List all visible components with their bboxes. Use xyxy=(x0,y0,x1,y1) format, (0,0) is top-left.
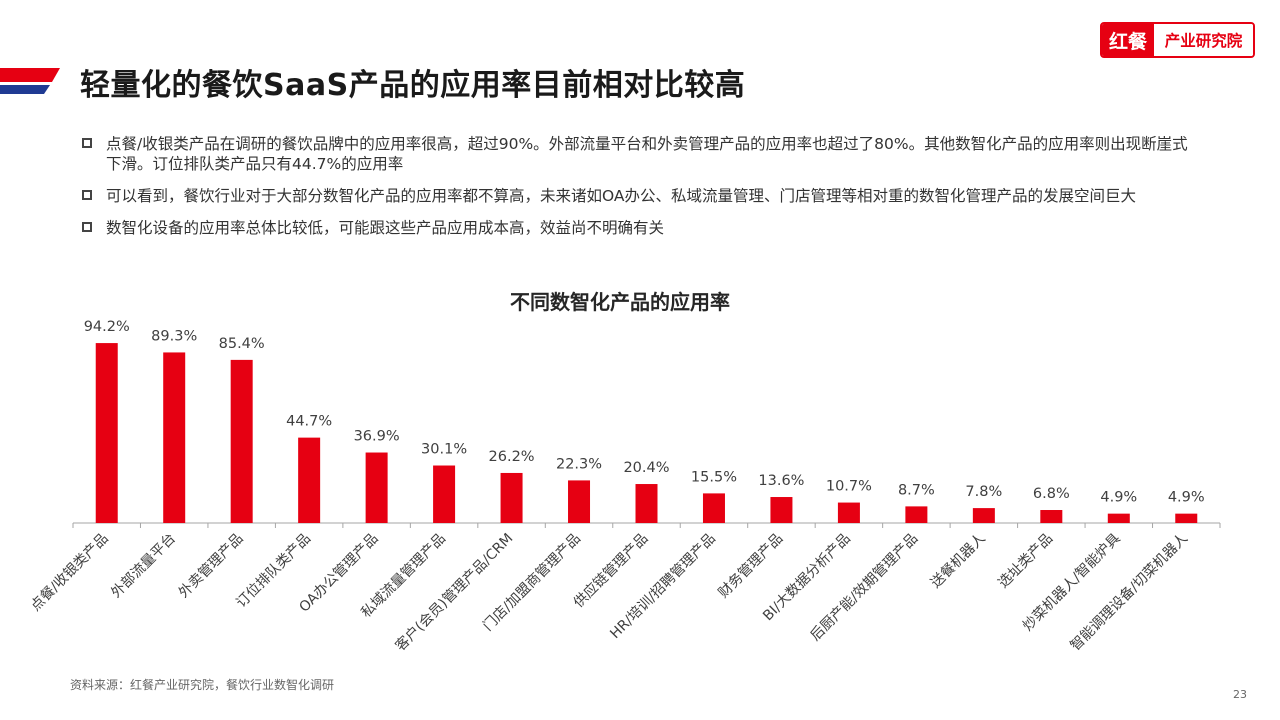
data-label: 8.7% xyxy=(898,482,935,498)
bar xyxy=(568,480,591,523)
bar xyxy=(433,465,456,523)
square-bullet-icon xyxy=(82,222,92,232)
square-bullet-icon xyxy=(82,190,92,200)
bullet-text: 可以看到，餐饮行业对于大部分数智化产品的应用率都不算高，未来诸如OA办公、私域流… xyxy=(106,187,1137,205)
data-label: 10.7% xyxy=(826,479,872,495)
bar xyxy=(1107,513,1130,523)
data-label: 94.2% xyxy=(84,319,130,335)
source-note: 资料来源：红餐产业研究院，餐饮行业数智化调研 xyxy=(70,678,335,692)
page-title: 轻量化的餐饮SaaS产品的应用率目前相对比较高 xyxy=(80,68,746,103)
data-label: 13.6% xyxy=(758,473,804,489)
page-number: 23 xyxy=(1233,688,1247,701)
data-label: 89.3% xyxy=(151,328,197,344)
summary-bullets: 点餐/收银类产品在调研的餐饮品牌中的应用率很高，超过90%。外部流量平台和外卖管… xyxy=(82,134,1202,250)
bar xyxy=(163,352,186,523)
x-tick-label: 选址类产品 xyxy=(995,531,1056,592)
bar xyxy=(972,508,995,523)
data-label: 36.9% xyxy=(354,429,400,445)
brand-logo: 红餐 产业研究院 xyxy=(1100,22,1255,58)
data-label: 7.8% xyxy=(965,484,1002,500)
bullet-text: 数智化设备的应用率总体比较低，可能跟这些产品应用成本高，效益尚不明确有关 xyxy=(106,219,665,237)
x-tick-label: 智能调理设备/切菜机器人 xyxy=(1067,530,1191,654)
bar xyxy=(230,359,253,523)
data-label: 20.4% xyxy=(623,460,669,476)
data-label: 4.9% xyxy=(1168,490,1205,506)
chart-title: 不同数智化产品的应用率 xyxy=(510,290,730,314)
x-tick-label: 点餐/收银类产品 xyxy=(28,531,112,615)
data-label: 85.4% xyxy=(219,336,265,352)
bar xyxy=(1040,510,1063,523)
data-label: 4.9% xyxy=(1100,490,1137,506)
data-label: 22.3% xyxy=(556,456,602,472)
bullet-item: 点餐/收银类产品在调研的餐饮品牌中的应用率很高，超过90%。外部流量平台和外卖管… xyxy=(82,134,1202,174)
bar xyxy=(298,437,321,523)
x-tick-label: 客户(会员)管理产品/CRM xyxy=(392,530,517,655)
bullet-text: 点餐/收银类产品在调研的餐饮品牌中的应用率很高，超过90%。外部流量平台和外卖管… xyxy=(106,135,1188,173)
bar xyxy=(635,484,658,523)
bar xyxy=(770,497,793,523)
bar xyxy=(905,506,928,523)
data-label: 30.1% xyxy=(421,442,467,458)
logo-mark: 红餐 xyxy=(1102,24,1155,56)
data-label: 26.2% xyxy=(489,449,535,465)
logo-text: 产业研究院 xyxy=(1154,24,1253,56)
corner-stripes xyxy=(0,68,60,94)
x-tick-label: 送餐机器人 xyxy=(928,531,989,592)
bar xyxy=(1175,513,1198,523)
data-label: 44.7% xyxy=(286,414,332,430)
bar xyxy=(95,343,118,523)
data-label: 6.8% xyxy=(1033,486,1070,502)
bar xyxy=(500,472,523,523)
x-tick-label: 外部流量平台 xyxy=(108,531,179,602)
bar xyxy=(702,493,725,523)
square-bullet-icon xyxy=(82,138,92,148)
bar xyxy=(365,452,388,523)
x-tick-label: 财务管理产品 xyxy=(716,531,787,602)
bar xyxy=(837,502,860,523)
bullet-item: 可以看到，餐饮行业对于大部分数智化产品的应用率都不算高，未来诸如OA办公、私域流… xyxy=(82,186,1202,206)
bullet-item: 数智化设备的应用率总体比较低，可能跟这些产品应用成本高，效益尚不明确有关 xyxy=(82,218,1202,238)
data-label: 15.5% xyxy=(691,469,737,485)
x-tick-label: 外卖管理产品 xyxy=(176,531,247,602)
